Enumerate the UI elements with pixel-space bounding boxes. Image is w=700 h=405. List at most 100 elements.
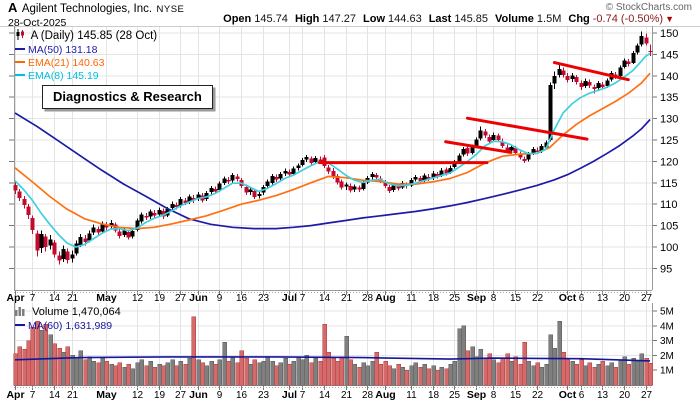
candle (409, 180, 414, 186)
x-axis-label: 9 (217, 390, 223, 401)
volume-legend: Volume 1,470,064 MA(60) 1,631,989 (15, 306, 121, 333)
candle (370, 174, 375, 178)
candle (461, 148, 466, 155)
volume-bar (39, 329, 44, 386)
volume-bar (52, 343, 57, 386)
candle (304, 157, 309, 160)
candle (217, 183, 222, 191)
volume-bar (57, 347, 62, 386)
y-axis-label: 140 (660, 71, 678, 83)
candle (500, 141, 505, 146)
x-axis-label: 13 (597, 293, 609, 304)
candle (30, 217, 35, 230)
volume-bar (91, 361, 96, 386)
volume-bar (418, 366, 423, 386)
candle (43, 236, 48, 247)
candle (596, 83, 601, 89)
candle (339, 181, 344, 188)
candle (448, 167, 453, 173)
candle (70, 254, 75, 259)
y-axis-label: 95 (660, 263, 672, 275)
candle (104, 225, 109, 228)
x-axis-label: 7 (300, 390, 306, 401)
price-legend-series: MA(50) 131.18 EMA(21) 140.63 EMA(8) 145.19 (15, 44, 157, 83)
volume-bar (222, 341, 227, 386)
volume-bar (248, 364, 253, 386)
x-axis-label: 11 (406, 293, 417, 304)
volume-bar (352, 364, 357, 386)
candle (274, 177, 279, 180)
volume-bar (587, 362, 592, 386)
volume-bars-icon (15, 306, 26, 320)
volume-bar (644, 358, 649, 386)
quote-bar: Open 145.74 High 147.27 Low 144.63 Last 145.85 V… (216, 13, 674, 25)
sector-label-box: Diagnostics & Research (42, 85, 213, 109)
x-axis-label: 27 (641, 390, 653, 401)
volume-bar (622, 356, 627, 386)
x-axis-label: 8 (491, 293, 497, 304)
candle (57, 255, 62, 261)
volume-bar (144, 365, 149, 386)
volume-bar (557, 321, 562, 386)
volume-bar (635, 361, 640, 386)
candle (587, 82, 592, 86)
volume-bar (226, 361, 231, 386)
candle (357, 187, 362, 190)
volume-bar (648, 362, 653, 386)
volume-bar (13, 353, 18, 386)
quote-label-last: Last (428, 13, 452, 25)
volume-bar (639, 353, 644, 386)
x-axis-label: Sep (467, 292, 486, 304)
volume-bar (548, 334, 553, 386)
volume-axis-label: 4M (660, 321, 674, 332)
volume-bar (522, 341, 527, 386)
overlay-ema8 (14, 52, 651, 248)
candle (48, 239, 53, 246)
volume-bar (113, 365, 118, 386)
candle (78, 237, 83, 245)
candle (483, 131, 488, 136)
legend-row-ema8: EMA(8) 145.19 (15, 70, 157, 83)
candle (117, 231, 122, 236)
candle (318, 159, 323, 162)
candle (361, 183, 366, 189)
price-legend-title: A (Daily) 145.85 (28 Oct) (30, 30, 158, 42)
candle (122, 230, 127, 236)
candle (496, 135, 501, 140)
volume-legend-title-row: Volume 1,470,064 (15, 306, 121, 320)
x-axis-label: 12 (132, 390, 144, 401)
candle (522, 158, 527, 161)
price-chart-legend: A (Daily) 145.85 (28 Oct) MA(50) 131.18 E… (15, 29, 157, 83)
x-axis-label: 9 (217, 293, 223, 304)
volume-bar (383, 361, 388, 386)
y-axis-label: 100 (660, 242, 678, 254)
volume-bar (104, 361, 109, 386)
quote-label-chg: Chg (568, 13, 590, 25)
candle (109, 223, 114, 227)
y-axis-label: 110 (660, 199, 678, 211)
candles-layer (13, 31, 653, 265)
candle (265, 181, 270, 187)
volume-bar (361, 362, 366, 386)
candle (157, 209, 162, 215)
stockcharts-copyright: © StockCharts.com (605, 2, 692, 13)
volume-bar (465, 350, 470, 386)
volume-ma-row: MA(60) 1,631,989 (15, 320, 121, 333)
x-axis-label: 11 (406, 390, 417, 401)
candle (226, 179, 231, 182)
volume-ma-dash (15, 323, 25, 327)
candle (618, 67, 623, 76)
candle (87, 233, 92, 241)
volume-bar (65, 346, 70, 386)
quote-value-open: 145.74 (254, 13, 288, 25)
candle (74, 243, 79, 254)
volume-bar (592, 366, 597, 386)
candle (61, 249, 66, 259)
candle (391, 185, 396, 191)
x-axis-label: 21 (67, 390, 79, 401)
x-axis-label: Apr (6, 389, 24, 401)
x-axis-label: May (96, 292, 117, 304)
x-axis-label: 8 (491, 390, 497, 401)
volume-bar (291, 361, 296, 386)
volume-bar (22, 349, 27, 386)
